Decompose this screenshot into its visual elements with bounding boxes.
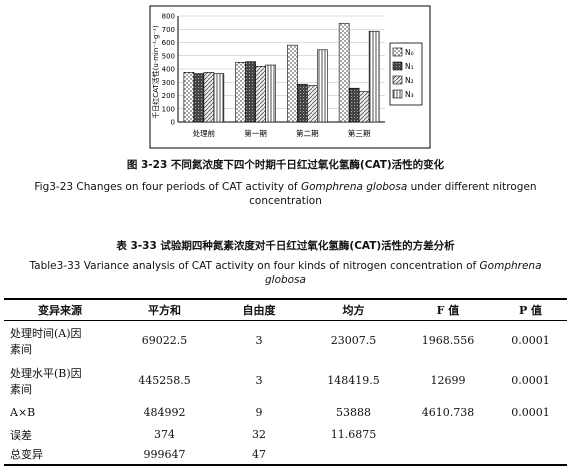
- source-line1: 处理水平(B)因: [10, 366, 82, 380]
- p-cell: 0.0001: [511, 334, 550, 348]
- p-cell: 0.0001: [511, 374, 550, 387]
- table-caption-cn: 表 3-33 试验期四种氮素浓度对千日红过氧化氢酶(CAT)活性的方差分析: [116, 240, 455, 252]
- table-row: A×B 484992 9 53888 4610.738 0.0001: [4, 401, 567, 425]
- legend: N₀ N₁ N₂ N₃: [392, 47, 414, 99]
- df-cell: 9: [255, 406, 263, 419]
- header-ms: 均方: [305, 298, 402, 321]
- source-cell: 误差: [10, 428, 32, 442]
- bar: [255, 66, 266, 123]
- ss-cell: 484992: [143, 406, 186, 419]
- x-tick-label: 处理前: [193, 128, 216, 138]
- df-cell: 32: [252, 428, 266, 441]
- figure-caption-en-suffix: under different nitrogen: [407, 181, 537, 193]
- table-row: 总变异 999647 47: [4, 444, 567, 466]
- legend-label: N₀: [405, 48, 414, 57]
- legend-swatch: [392, 75, 403, 85]
- bar: [358, 91, 370, 123]
- ms-cell: 23007.5: [330, 334, 377, 348]
- df-cell: 3: [255, 374, 263, 387]
- f-cell: [402, 444, 494, 466]
- y-tick-label: 600: [162, 39, 175, 47]
- table-caption-en-species-2: globosa: [264, 274, 306, 286]
- header-ss: 平方和: [116, 298, 213, 321]
- bar: [307, 85, 318, 123]
- bar: [287, 44, 298, 123]
- f-cell: [402, 425, 494, 445]
- legend-label: N₃: [405, 90, 414, 99]
- p-cell: 0.0001: [511, 406, 550, 419]
- header-df: 自由度: [213, 298, 305, 321]
- bar: [338, 22, 350, 123]
- y-tick-label: 300: [162, 79, 175, 87]
- y-tick-label: 700: [162, 26, 175, 34]
- legend-swatch: [392, 61, 403, 71]
- table-caption-en-prefix: Table3-33 Variance analysis of CAT activ…: [29, 260, 480, 272]
- y-tick-label: 100: [162, 105, 175, 113]
- y-tick-label: 0: [171, 119, 175, 127]
- figure-caption-en-prefix: Fig3-23 Changes on four periods of CAT a…: [34, 181, 301, 193]
- legend-label: N₁: [405, 62, 414, 71]
- header-f: F 值: [402, 298, 494, 321]
- source-line2: 素间: [10, 382, 32, 396]
- table-row: 处理水平(B)因 素间 445258.5 3 148419.5 12699 0.0…: [4, 361, 567, 401]
- table-caption-en-species-1: Gomphrena: [479, 260, 542, 272]
- legend-label: N₂: [405, 76, 414, 85]
- bar: [265, 64, 276, 123]
- table-row: 处理时间(A)因 素间 69022.5 3 23007.5 1968.556 0.…: [4, 321, 567, 361]
- f-cell: 4610.738: [421, 406, 475, 419]
- figure-caption-cn: 图 3-23 不同氮浓度下四个时期千日红过氧化氢酶(CAT)活性的变化: [126, 159, 445, 171]
- source-cell: A×B: [10, 406, 36, 419]
- y-axis-label: 千日红CAT活性(u·min⁻¹·g⁻¹): [151, 25, 160, 119]
- df-cell: 3: [255, 334, 263, 348]
- source-line2: 素间: [10, 342, 32, 356]
- f-cell: 1968.556: [421, 334, 475, 348]
- ms-cell: [305, 444, 402, 466]
- ms-cell: 148419.5: [327, 374, 380, 387]
- bar: [235, 62, 246, 123]
- header-p: P 值: [494, 298, 567, 321]
- cat-activity-bar-chart: 千日红CAT活性(u·min⁻¹·g⁻¹) 0 100 200 300 400 500 60…: [149, 5, 431, 149]
- legend-swatch: [392, 89, 403, 99]
- header-source: 变异来源: [4, 298, 116, 321]
- figure-caption-en-species: Gomphrena globosa: [300, 181, 408, 193]
- bar: [183, 72, 195, 123]
- ss-cell: 374: [154, 428, 175, 441]
- y-tick-label: 800: [162, 13, 175, 21]
- source-cell: 处理时间(A)因 素间: [4, 321, 116, 361]
- ss-cell: 69022.5: [141, 334, 188, 348]
- y-tick-label: 400: [162, 66, 175, 74]
- bar: [193, 73, 205, 123]
- ss-cell: 999647: [116, 444, 213, 466]
- bar: [213, 73, 225, 123]
- p-cell: [494, 444, 567, 466]
- figure-caption-en-line2: concentration: [249, 195, 322, 207]
- table-caption-en: Table3-33 Variance analysis of CAT activ…: [0, 259, 571, 287]
- bar: [245, 61, 256, 123]
- x-tick-label: 第三期: [348, 128, 371, 138]
- source-cell: 处理水平(B)因 素间: [4, 361, 116, 401]
- bar: [368, 30, 380, 123]
- table-header-row: 变异来源 平方和 自由度 均方 F 值 P 值: [4, 298, 567, 321]
- bar: [297, 83, 308, 123]
- bar: [203, 72, 215, 123]
- ms-cell: 53888: [336, 406, 371, 419]
- df-cell: 47: [213, 444, 305, 466]
- ss-cell: 445258.5: [138, 374, 191, 387]
- y-tick-label: 500: [162, 52, 175, 60]
- figure-caption-en: Fig3-23 Changes on four periods of CAT a…: [0, 180, 571, 208]
- bar: [348, 87, 360, 123]
- x-tick-label: 第二期: [296, 128, 319, 138]
- table-row: 误差 374 32 11.6875: [4, 425, 567, 445]
- x-tick-label: 第一期: [244, 128, 267, 138]
- f-cell: 12699: [430, 374, 466, 387]
- bar: [317, 49, 328, 123]
- y-tick-label: 200: [162, 92, 175, 100]
- p-cell: [494, 425, 567, 445]
- source-cell: 总变异: [4, 444, 116, 466]
- legend-swatch: [392, 47, 403, 57]
- anova-table: 变异来源 平方和 自由度 均方 F 值 P 值 处理时间(A)因 素间 69022…: [4, 298, 567, 466]
- ms-cell: 11.6875: [330, 428, 377, 441]
- source-line1: 处理时间(A)因: [10, 326, 82, 340]
